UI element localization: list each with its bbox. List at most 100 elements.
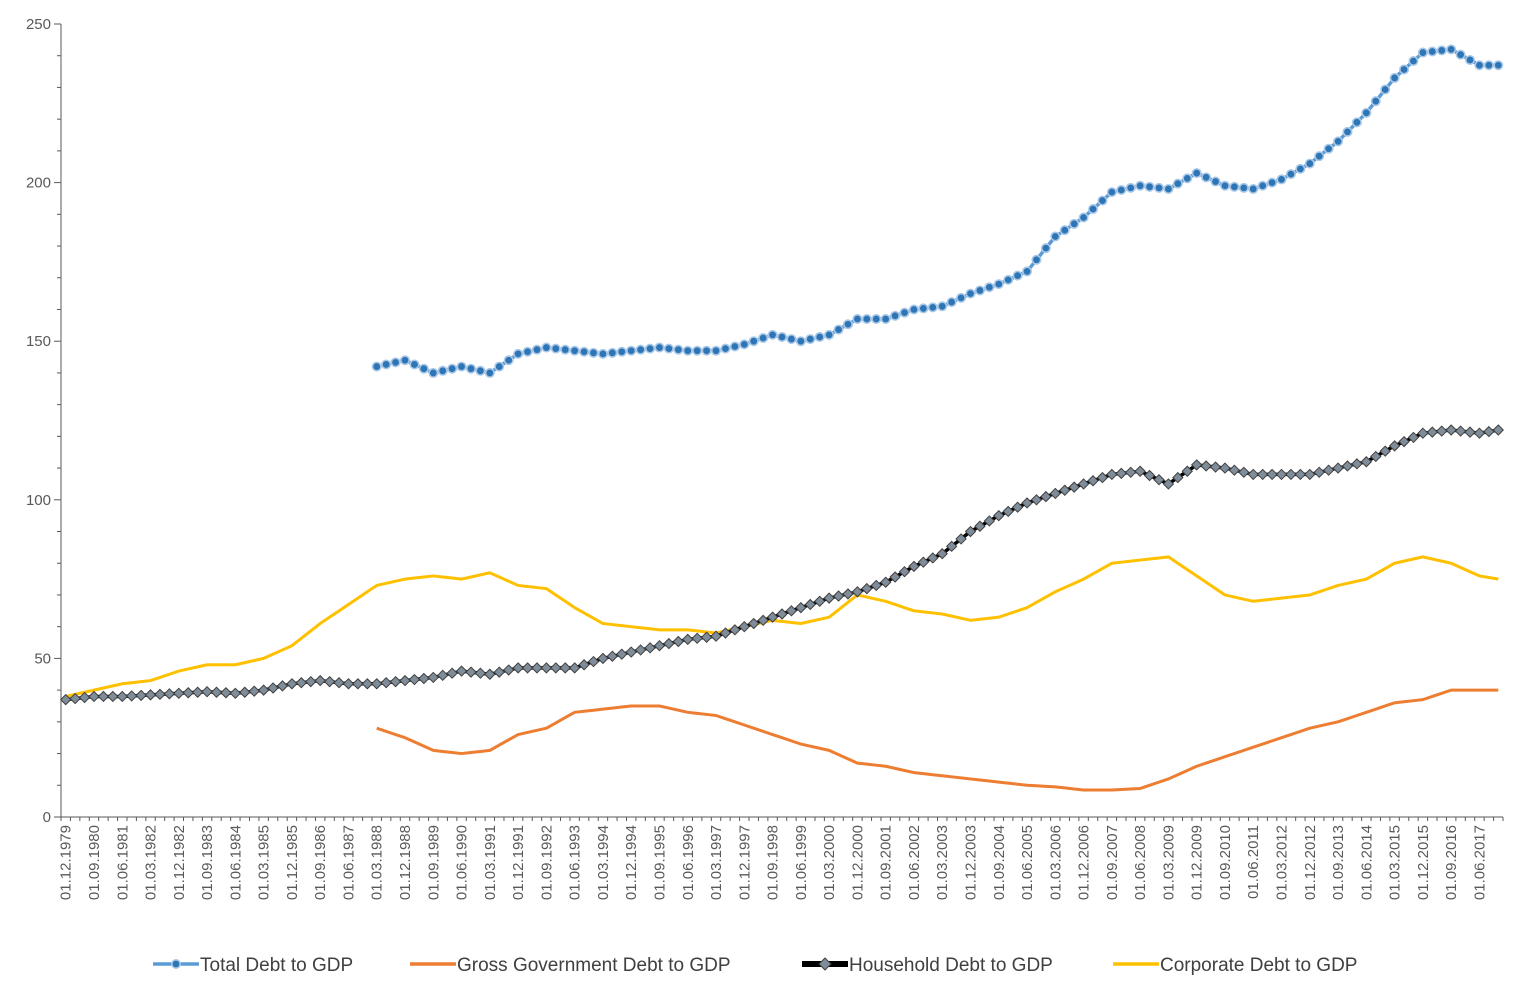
data-point: [1473, 427, 1486, 439]
data-point: [842, 588, 854, 600]
data-point: [1022, 266, 1033, 277]
data-point: [475, 365, 486, 376]
x-tick-label: 01.06.1999: [793, 825, 810, 900]
x-tick-label: 01.03.1982: [143, 825, 160, 900]
data-point: [390, 357, 401, 368]
data-point: [795, 601, 807, 614]
data-point: [851, 586, 864, 598]
x-tick-label: 01.09.1992: [538, 825, 555, 900]
data-point: [871, 313, 882, 324]
data-point: [1351, 117, 1362, 128]
x-tick-label: 01.06.2002: [906, 825, 923, 900]
data-point: [1266, 468, 1278, 481]
x-tick-label: 01.12.1994: [623, 825, 640, 900]
x-tick-label: 01.06.1993: [567, 825, 584, 900]
data-point: [1116, 185, 1127, 196]
data-point: [805, 334, 816, 345]
data-point: [446, 667, 458, 679]
data-point: [1275, 468, 1288, 481]
legend-item-corporate-debt-to-gdp: Corporate Debt to GDP: [1113, 955, 1357, 976]
data-point: [748, 617, 760, 630]
data-point: [983, 515, 996, 527]
data-point: [1493, 60, 1504, 71]
legend-item-household-debt-to-gdp: Household Debt to GDP: [802, 955, 1053, 976]
data-point: [1219, 462, 1231, 474]
data-point: [494, 361, 505, 372]
x-tick-label: 01.03.1985: [256, 825, 273, 900]
series-line: [65, 555, 1499, 698]
data-point: [1088, 204, 1099, 215]
data-point: [965, 288, 976, 299]
data-point: [1294, 468, 1307, 481]
x-tick-label: 01.09.1995: [651, 825, 668, 900]
data-point: [418, 672, 430, 685]
data-point: [964, 525, 977, 538]
data-point: [1370, 96, 1381, 107]
data-point: [785, 605, 798, 617]
data-point: [1398, 435, 1410, 448]
data-point: [267, 682, 279, 694]
x-tick-label: 01.12.1991: [510, 825, 527, 900]
data-point: [1059, 225, 1070, 236]
data-point: [1446, 44, 1457, 55]
data-point: [1002, 505, 1014, 518]
data-point: [550, 343, 561, 354]
x-tick-label: 01.09.1998: [765, 825, 782, 900]
data-point: [540, 662, 553, 674]
x-tick-label: 01.12.2006: [1076, 825, 1093, 900]
data-point: [645, 343, 656, 354]
data-point: [400, 355, 411, 366]
data-point: [1474, 60, 1485, 71]
data-point: [711, 345, 722, 356]
data-point: [663, 637, 675, 650]
data-point: [1388, 440, 1401, 452]
data-point: [1059, 484, 1071, 496]
data-point: [474, 667, 487, 679]
data-point: [1134, 465, 1146, 477]
data-point: [729, 341, 740, 352]
x-tick-label: 01.12.2012: [1302, 825, 1319, 900]
x-tick-label: 01.09.2013: [1330, 825, 1347, 900]
data-point: [1200, 460, 1212, 472]
data-point: [220, 687, 232, 699]
data-point: [201, 685, 213, 698]
data-point: [870, 579, 882, 592]
chart-axes: 0 50 100 150 200 250 01.12.1979 01.09.1980 01.06…: [26, 16, 1504, 900]
data-point: [305, 675, 317, 688]
data-point: [1201, 172, 1212, 183]
data-point: [1267, 177, 1278, 188]
data-point: [616, 648, 628, 660]
chart-legend: Total Debt to GDP Gross Government Debt t…: [153, 955, 1357, 976]
x-tick-label: 01.12.1982: [171, 825, 188, 900]
data-point: [1172, 471, 1184, 484]
x-tick-label: 01.09.1986: [312, 825, 329, 900]
data-point: [1248, 183, 1259, 194]
data-point: [757, 614, 769, 627]
data-point: [993, 279, 1004, 290]
data-point: [1332, 462, 1344, 474]
y-tick-label: 150: [26, 333, 51, 350]
data-point: [455, 665, 468, 677]
data-point: [1077, 478, 1090, 490]
data-point: [852, 313, 863, 324]
data-point: [333, 677, 345, 689]
data-point: [107, 690, 119, 703]
legend-label: Gross Government Debt to GDP: [457, 955, 731, 976]
data-point: [1454, 425, 1467, 437]
data-point: [1106, 187, 1117, 198]
data-point: [1182, 173, 1193, 184]
data-point: [248, 685, 260, 697]
series-gross-government-debt-to-gdp: [376, 688, 1499, 792]
data-point: [1247, 468, 1259, 481]
legend-marker: [818, 957, 832, 971]
data-point: [1049, 487, 1062, 500]
data-point: [399, 674, 411, 687]
data-point: [436, 669, 449, 682]
data-point: [758, 333, 769, 344]
data-point: [880, 313, 891, 324]
x-tick-label: 01.03.2012: [1274, 825, 1291, 900]
data-point: [1314, 151, 1325, 162]
data-point: [1445, 424, 1457, 436]
data-point: [766, 611, 779, 623]
data-point: [739, 339, 750, 350]
